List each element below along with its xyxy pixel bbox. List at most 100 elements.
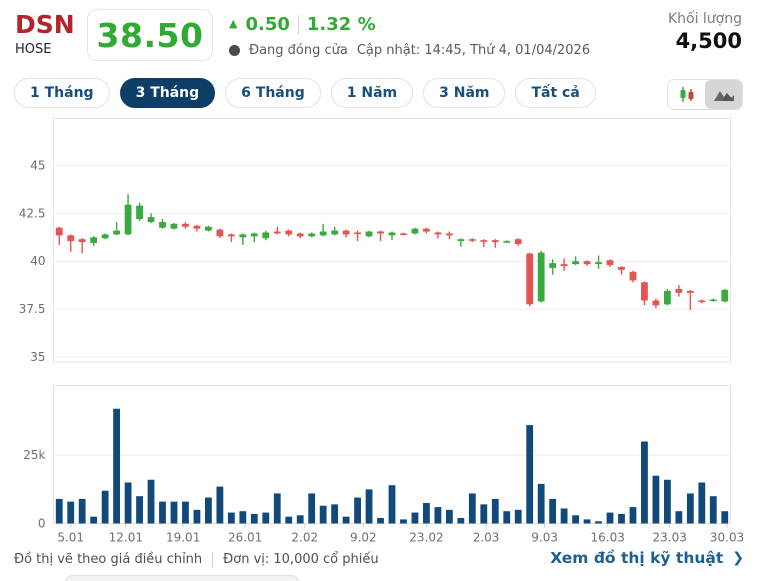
up-arrow-icon: ▲: [229, 17, 238, 30]
price-axis-label: 42.5: [19, 206, 46, 220]
volume-bar: [319, 505, 327, 524]
volume-bar: [468, 493, 476, 524]
status-dot-icon: [229, 45, 240, 56]
x-axis-label: 19.01: [166, 531, 200, 545]
volume-bar: [526, 425, 534, 524]
candle-body: [618, 266, 625, 270]
tab-6-thang[interactable]: 6 Tháng: [225, 78, 321, 108]
candle-body: [113, 230, 121, 235]
candle-body: [526, 253, 534, 305]
chart-type-toggle: [667, 79, 743, 110]
volume-bar: [445, 509, 453, 524]
price-change: 0.50: [245, 14, 290, 35]
volume-bar: [560, 508, 568, 524]
volume-bar: [331, 504, 339, 524]
volume-bar: [514, 509, 522, 524]
x-axis-label: 5.01: [57, 531, 84, 545]
x-axis-label: 9.03: [531, 531, 558, 545]
candle-body: [400, 233, 407, 236]
candle-body: [365, 231, 373, 237]
volume-bar: [55, 498, 63, 524]
volume-bar: [549, 498, 557, 524]
x-axis-label: 9.02: [350, 531, 377, 545]
period-tabs: 1 Tháng 3 Tháng 6 Tháng 1 Năm 3 Năm Tất …: [14, 78, 596, 108]
technical-chart-link[interactable]: Xem đồ thị kỹ thuật ❯: [550, 549, 744, 567]
volume-bar: [308, 493, 316, 524]
volume-bar: [193, 509, 201, 524]
volume-bar: [686, 493, 694, 524]
volume-bar: [652, 475, 660, 524]
candle-body: [663, 290, 671, 305]
volume-bar: [216, 486, 224, 524]
volume-bar: [227, 512, 235, 524]
candle-body: [606, 260, 614, 266]
volume-bar: [503, 511, 511, 524]
tab-3-thang[interactable]: 3 Tháng: [119, 78, 216, 108]
volume-bar: [136, 496, 143, 524]
volume-bar: [618, 513, 625, 524]
volume-block: Khối lượng 4,500: [668, 11, 742, 53]
x-axis-label: 2.02: [291, 531, 318, 545]
next-section-edge: [64, 575, 300, 581]
candle-body: [652, 300, 660, 306]
candle-body: [480, 240, 488, 242]
volume-bar: [159, 501, 166, 524]
volume-bar: [67, 501, 75, 524]
volume-bar: [124, 482, 132, 524]
volume-axis-label: 25k: [23, 448, 45, 462]
mountain-icon: [713, 90, 734, 101]
candle-body: [468, 239, 476, 241]
candle-body: [159, 221, 166, 228]
volume-bar: [583, 519, 591, 524]
volume-bar: [273, 493, 281, 524]
candle-body: [262, 232, 270, 239]
volume-bar: [78, 498, 86, 524]
candle-body: [239, 234, 247, 238]
ticker-symbol: DSN: [15, 10, 75, 39]
candle-body: [170, 223, 178, 229]
candle-body: [629, 271, 637, 281]
last-updated: Cập nhật: 14:45, Thứ 4, 01/04/2026: [356, 43, 591, 58]
area-chart-button[interactable]: [705, 80, 742, 109]
tab-1-nam[interactable]: 1 Năm: [330, 78, 414, 108]
market-status-row: Đang đóng cửa Cập nhật: 14:45, Thứ 4, 01…: [229, 43, 590, 58]
x-axis-label: 2.03: [473, 531, 500, 545]
candle-body: [193, 225, 201, 229]
candle-body: [560, 264, 568, 267]
candle-body: [331, 230, 339, 235]
volume-value: 4,500: [675, 29, 742, 53]
volume-bar: [262, 512, 270, 524]
price-axis-label: 45: [30, 158, 45, 172]
volume-bar: [400, 519, 407, 524]
candle-body: [354, 232, 361, 235]
divider: [212, 552, 214, 567]
current-price: 38.50: [96, 15, 204, 55]
candle-body: [67, 235, 75, 242]
note-adjusted-price: Đồ thị vẽ theo giá điều chỉnh: [14, 552, 203, 567]
candle-body: [721, 289, 729, 302]
note-unit: Đơn vị: 10,000 cổ phiếu: [223, 552, 379, 567]
candlestick-icon: [680, 87, 693, 102]
candlestick-chart-button[interactable]: [668, 80, 705, 109]
volume-bar: [606, 512, 614, 524]
candle-body: [273, 231, 281, 234]
tab-3-nam[interactable]: 3 Năm: [423, 78, 506, 108]
tab-tat-ca[interactable]: Tất cả: [515, 78, 596, 108]
candle-body: [434, 232, 442, 235]
volume-bar: [663, 479, 671, 524]
candle-body: [423, 228, 430, 232]
volume-bar: [285, 516, 293, 524]
candle-body: [537, 252, 545, 302]
current-price-box: 38.50: [87, 9, 213, 61]
market-status: Đang đóng cửa: [249, 43, 348, 58]
volume-bar: [170, 501, 178, 524]
tab-1-thang[interactable]: 1 Tháng: [14, 78, 110, 108]
candle-body: [377, 231, 384, 234]
candle-body: [147, 217, 155, 222]
candle-body: [388, 232, 396, 236]
price-axis-label: 37.5: [19, 302, 46, 316]
candle-body: [583, 261, 591, 265]
divider: [297, 14, 299, 35]
volume-bar: [709, 496, 717, 524]
